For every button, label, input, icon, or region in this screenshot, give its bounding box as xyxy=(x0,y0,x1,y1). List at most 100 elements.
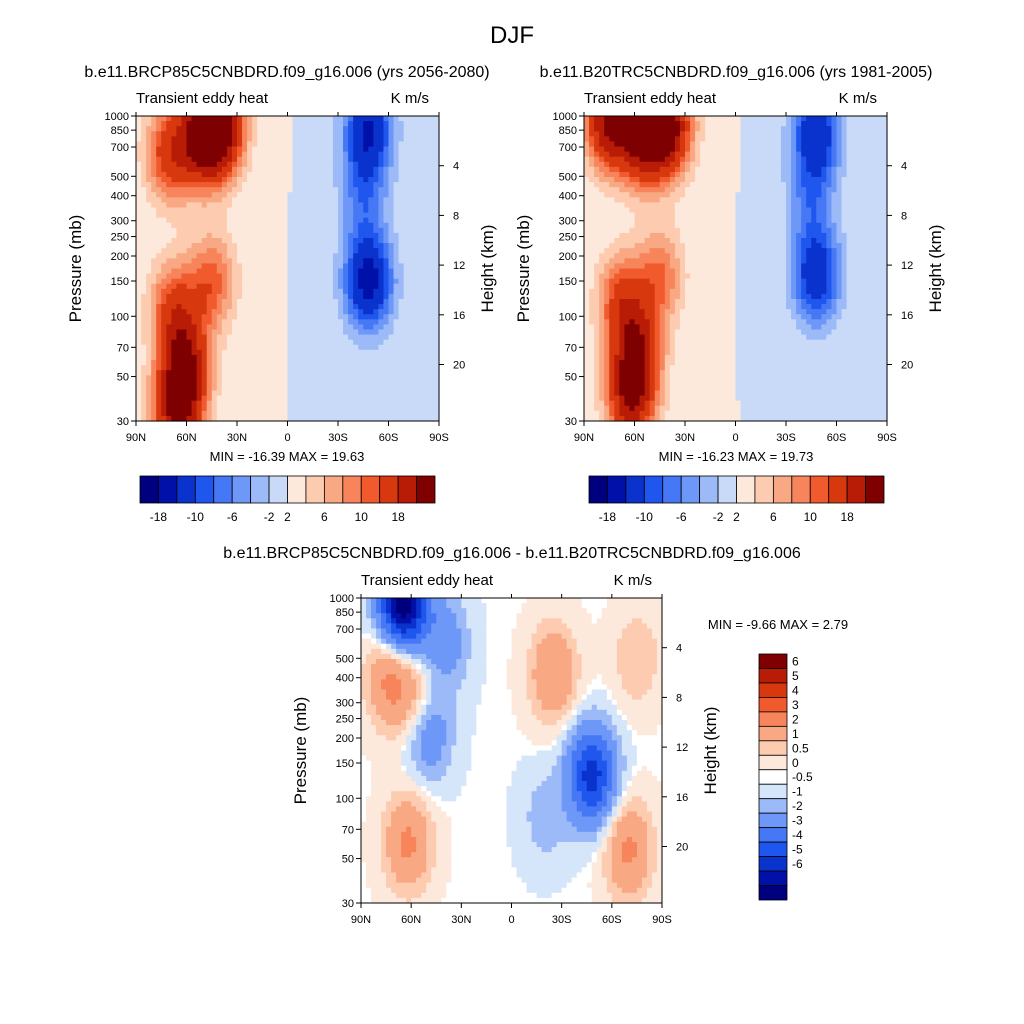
field-cell xyxy=(302,385,309,392)
field-cell xyxy=(317,400,324,407)
field-cell xyxy=(413,268,420,275)
field-cell xyxy=(594,121,600,127)
field-cell xyxy=(247,141,253,148)
field-cell xyxy=(614,146,620,153)
field-cell xyxy=(398,385,405,392)
field-cell xyxy=(750,146,757,153)
field-cell xyxy=(674,182,681,188)
field-cell xyxy=(791,212,797,219)
field-cell xyxy=(388,293,395,300)
field-cell xyxy=(257,156,263,163)
field-cell xyxy=(388,171,395,178)
field-cell xyxy=(226,415,233,422)
field-cell xyxy=(705,192,711,198)
field-cell xyxy=(201,390,208,397)
field-cell xyxy=(786,222,792,229)
field-cell xyxy=(156,283,162,290)
field-cell xyxy=(171,227,177,234)
field-cell xyxy=(765,192,772,198)
field-cell xyxy=(196,395,203,402)
field-cell xyxy=(332,405,339,412)
field-cell xyxy=(821,212,827,219)
field-cell xyxy=(216,207,223,214)
field-cell xyxy=(312,395,319,402)
field-cell xyxy=(700,197,706,204)
field-cell xyxy=(272,151,278,158)
field-cell xyxy=(619,156,625,163)
field-cell xyxy=(171,161,177,168)
field-cell xyxy=(171,243,177,249)
field-cell xyxy=(816,156,822,163)
field-cell xyxy=(216,370,223,376)
field-cell xyxy=(262,177,268,183)
field-cell xyxy=(272,192,278,198)
field-cell xyxy=(423,380,430,387)
field-cell xyxy=(594,166,600,173)
field-cell xyxy=(393,324,400,331)
field-cell xyxy=(161,126,167,132)
field-cell xyxy=(216,395,223,402)
field-cell xyxy=(262,126,268,132)
field-cell xyxy=(272,227,278,234)
field-cell xyxy=(221,400,228,407)
field-cell xyxy=(317,354,324,361)
field-cell xyxy=(755,141,762,148)
field-cell xyxy=(317,344,324,351)
field-cell xyxy=(156,278,162,285)
field-cell xyxy=(348,314,354,320)
field-cell xyxy=(226,314,233,320)
field-cell xyxy=(614,126,620,132)
field-cell xyxy=(201,273,208,280)
field-cell xyxy=(604,197,610,204)
field-cell xyxy=(161,395,167,402)
field-cell xyxy=(302,187,309,193)
field-cell xyxy=(146,192,152,198)
field-cell xyxy=(146,339,152,346)
field-cell xyxy=(740,156,747,163)
field-cell xyxy=(267,278,273,285)
field-cell xyxy=(433,182,440,188)
field-cell xyxy=(654,182,661,188)
field-cell xyxy=(257,126,263,132)
field-cell xyxy=(644,166,651,173)
field-cell xyxy=(322,253,329,259)
field-cell xyxy=(343,217,349,224)
field-cell xyxy=(267,354,273,361)
field-cell xyxy=(136,390,142,397)
field-cell xyxy=(136,141,142,148)
field-cell xyxy=(634,182,641,188)
field-cell xyxy=(151,212,157,219)
field-cell xyxy=(725,146,732,153)
field-cell xyxy=(287,329,294,336)
field-cell xyxy=(191,415,198,422)
field-cell xyxy=(216,253,223,259)
field-cell xyxy=(176,192,183,198)
field-cell xyxy=(171,309,177,315)
field-cell xyxy=(811,182,817,188)
field-cell xyxy=(211,126,218,132)
field-cell xyxy=(242,329,248,336)
field-cell xyxy=(156,273,162,280)
field-cell xyxy=(322,207,329,214)
field-cell xyxy=(826,146,833,153)
field-cell xyxy=(836,182,843,188)
field-cell xyxy=(181,370,188,376)
field-cell xyxy=(161,238,167,244)
field-cell xyxy=(378,182,385,188)
field-cell xyxy=(614,197,620,204)
field-cell xyxy=(302,253,309,259)
field-cell xyxy=(146,380,152,387)
field-cell xyxy=(634,126,641,132)
field-cell xyxy=(322,156,329,163)
field-cell xyxy=(408,202,415,209)
field-cell xyxy=(765,177,772,183)
field-cell xyxy=(720,217,726,224)
field-cell xyxy=(388,227,395,234)
field-cell xyxy=(594,156,600,163)
field-cell xyxy=(151,197,157,204)
field-cell xyxy=(257,380,263,387)
field-cell xyxy=(277,354,284,361)
field-cell xyxy=(695,207,701,214)
field-cell xyxy=(327,268,334,275)
field-cell xyxy=(368,217,374,224)
